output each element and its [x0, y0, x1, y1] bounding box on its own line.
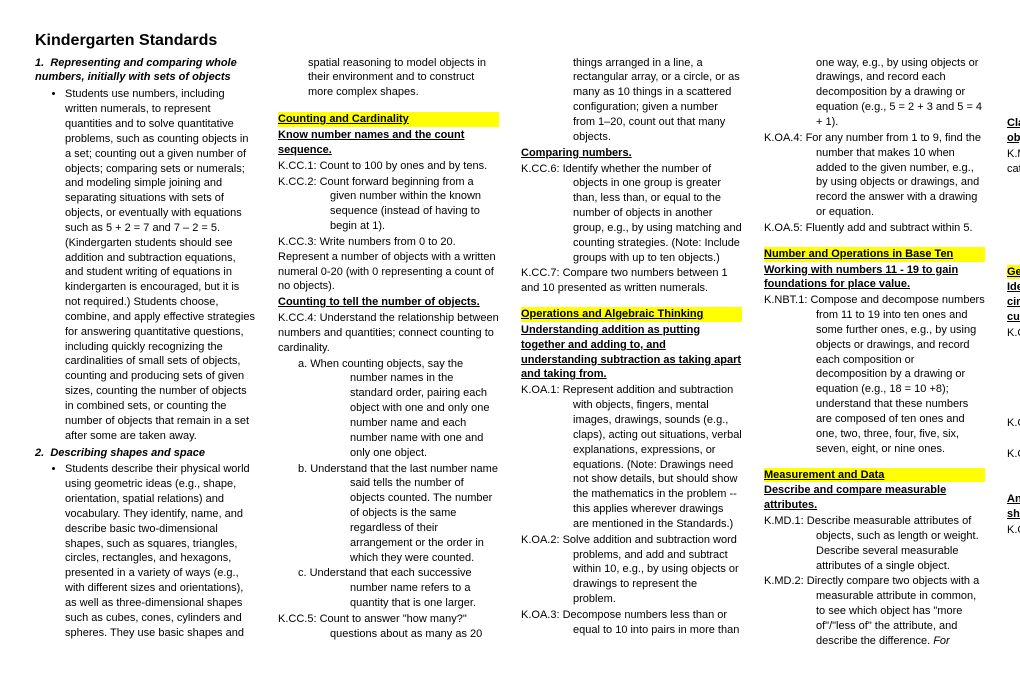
koa4: K.OA.4: For any number from 1 to 9, find… — [764, 131, 985, 220]
kg3: K.G.3: Identify shapes as two-dimensiona… — [1007, 447, 1020, 492]
cluster-md-2: Classify objects and count the number of… — [1007, 116, 1020, 146]
section-1-bullet: Students use numbers, including written … — [65, 87, 256, 443]
kcc4c: c. Understand that each successive numbe… — [278, 566, 499, 611]
kmd3b: count the numbers in each category and s… — [1007, 177, 1020, 207]
domain-md: Measurement and Data — [764, 468, 985, 483]
cluster-cc-2: Counting to tell the number of objects. — [278, 295, 499, 310]
cluster-cc-1: Know number names and the count sequence… — [278, 128, 499, 158]
cluster-g-1: Identify and describe shapes (squares, c… — [1007, 280, 1020, 325]
knbt1: K.NBT.1: Compose and decompose numbers f… — [764, 293, 985, 456]
koa5: K.OA.5: Fluently add and subtract within… — [764, 221, 985, 236]
kcc6: K.CC.6: Identify whether the number of o… — [521, 162, 742, 266]
kcc7: K.CC.7: Compare two numbers between 1 an… — [521, 266, 742, 296]
content-columns: 1. Representing and comparing whole numb… — [35, 56, 985, 651]
cluster-oa-1: Understanding addition as putting togeth… — [521, 323, 742, 382]
domain-g: Geometry — [1007, 265, 1020, 280]
kcc1: K.CC.1: Count to 100 by ones and by tens… — [278, 159, 499, 174]
kmd3c: categories by count. (Note: Limit catego… — [1007, 208, 1020, 238]
domain-oa: Operations and Algebraic Thinking — [521, 307, 742, 322]
kcc3: K.CC.3: Write numbers from 0 to 20. Repr… — [278, 235, 499, 294]
koa1: K.OA.1: Represent addition and subtracti… — [521, 383, 742, 531]
page-title: Kindergarten Standards — [35, 30, 985, 52]
kcc4b: b. Understand that the last number name … — [278, 462, 499, 566]
koa2: K.OA.2: Solve addition and subtraction w… — [521, 533, 742, 607]
kmd3a: K.MD.3: Classify objects or people into … — [1007, 147, 1020, 177]
kg1: K.G.1: Describe objects in the environme… — [1007, 326, 1020, 415]
cluster-nbt-1: Working with numbers 11 - 19 to gain fou… — [764, 263, 985, 293]
kmd1: K.MD.1: Describe measurable attributes o… — [764, 514, 985, 573]
kg2: K.G.2: Correctly name shapes regardless … — [1007, 416, 1020, 446]
kcc4: K.CC.4: Understand the relationship betw… — [278, 311, 499, 356]
kmd3d: be less than or equal to 10.) — [1007, 239, 1020, 254]
section-1-heading: 1. Representing and comparing whole numb… — [35, 56, 256, 86]
domain-cc: Counting and Cardinality — [278, 112, 499, 127]
kcc4a: a. When counting objects, say the number… — [278, 357, 499, 461]
section-2-heading: 2. Describing shapes and space — [35, 446, 256, 461]
domain-nbt: Number and Operations in Base Ten — [764, 247, 985, 262]
cluster-g-2: Analyze, compare, create, and compose sh… — [1007, 492, 1020, 522]
kcc2: K.CC.2: Count forward beginning from a g… — [278, 175, 499, 234]
cluster-md-1: Describe and compare measurable attribut… — [764, 483, 985, 513]
cluster-cc-3: Comparing numbers. — [521, 146, 742, 161]
